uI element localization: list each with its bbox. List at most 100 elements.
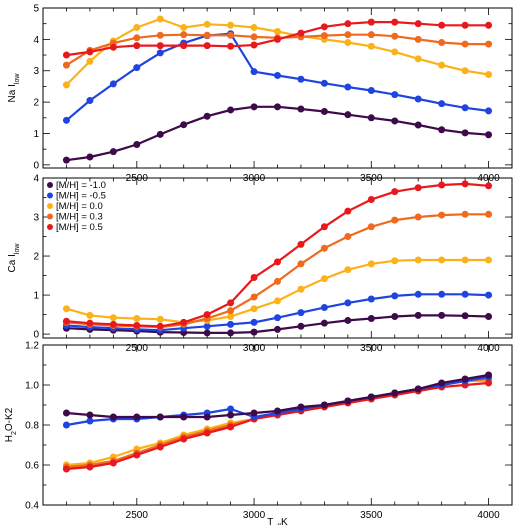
- data-point-p05: [109, 459, 117, 467]
- data-point-p05: [62, 317, 70, 325]
- y-axis-label-main: Ca I: [7, 254, 18, 272]
- data-point-p05: [438, 21, 446, 29]
- data-point-m05: [203, 322, 211, 330]
- data-point-p03: [461, 40, 469, 48]
- y-tick-label: 0.8: [25, 421, 39, 432]
- data-point-p05: [227, 42, 235, 50]
- data-point-m10: [485, 313, 493, 321]
- data-point-p00: [274, 297, 281, 305]
- data-point-m10: [203, 112, 211, 120]
- data-point-m05: [391, 91, 399, 99]
- data-point-m10: [62, 409, 70, 417]
- data-point-p03: [227, 307, 235, 315]
- data-point-p05: [156, 322, 164, 330]
- data-point-p05: [391, 188, 399, 196]
- data-point-p03: [250, 33, 258, 41]
- data-point-m10: [180, 413, 188, 421]
- data-point-m10: [203, 413, 211, 421]
- legend-label-p03: [M/H] = 0.3: [56, 212, 103, 223]
- data-point-m10: [86, 411, 94, 419]
- data-point-m10: [156, 130, 164, 138]
- data-point-p03: [133, 34, 141, 42]
- data-point-p05: [227, 299, 235, 307]
- data-point-m10: [250, 409, 258, 417]
- data-point-m10: [414, 385, 422, 393]
- data-point-p03: [414, 213, 422, 221]
- data-point-p05: [133, 322, 141, 330]
- legend-label-p05: [M/H] = 0.5: [56, 222, 103, 233]
- data-point-p00: [367, 42, 375, 50]
- data-point-p03: [391, 32, 399, 40]
- series-p00: [62, 15, 493, 89]
- data-point-p00: [203, 20, 211, 28]
- data-point-p03: [391, 216, 399, 224]
- data-point-p00: [227, 313, 235, 321]
- data-point-p05: [438, 181, 446, 189]
- data-point-p05: [274, 35, 281, 43]
- data-point-m10: [274, 325, 281, 333]
- data-point-p05: [180, 42, 188, 50]
- data-point-m05: [297, 309, 305, 317]
- data-point-p05: [485, 182, 493, 190]
- series-p05: [62, 379, 493, 473]
- data-point-p00: [391, 257, 399, 265]
- data-point-m10: [367, 314, 375, 322]
- data-point-m05: [156, 49, 164, 57]
- data-point-p00: [391, 48, 399, 56]
- data-point-p03: [320, 32, 328, 40]
- data-point-p05: [391, 18, 399, 26]
- data-point-p05: [297, 29, 305, 37]
- data-point-p03: [62, 61, 70, 69]
- y-tick-label: 1: [33, 291, 39, 302]
- data-point-p00: [485, 256, 493, 264]
- data-point-p03: [344, 233, 352, 241]
- data-point-p03: [367, 31, 375, 39]
- data-point-m10: [344, 316, 352, 324]
- data-point-p03: [227, 31, 235, 39]
- x-tick-label: 2500: [126, 510, 149, 521]
- x-axis-label-rest: K: [281, 517, 288, 525]
- data-point-m10: [297, 403, 305, 411]
- data-point-p05: [367, 195, 375, 203]
- data-point-m10: [320, 319, 328, 327]
- data-point-m10: [344, 397, 352, 405]
- data-point-p00: [297, 285, 305, 293]
- data-point-p05: [274, 258, 281, 266]
- data-point-p05: [109, 43, 117, 51]
- data-point-m05: [367, 87, 375, 95]
- data-point-p03: [344, 31, 352, 39]
- data-point-m10: [485, 131, 493, 139]
- y-tick-label: 0.6: [25, 461, 39, 472]
- data-point-m05: [274, 314, 281, 322]
- data-point-p05: [250, 274, 258, 282]
- legend-marker-p00: [47, 203, 53, 209]
- data-point-m05: [414, 95, 422, 103]
- data-point-p00: [133, 23, 141, 31]
- data-point-p00: [344, 39, 352, 47]
- data-point-p05: [86, 319, 94, 327]
- data-point-m10: [391, 313, 399, 321]
- data-point-p05: [133, 451, 141, 459]
- data-point-m10: [227, 411, 235, 419]
- data-point-p00: [180, 23, 188, 31]
- data-point-p00: [227, 21, 235, 29]
- data-point-m10: [391, 117, 399, 125]
- data-point-m05: [297, 75, 305, 83]
- data-point-p05: [133, 42, 141, 50]
- series-line-m10: [66, 105, 489, 162]
- data-point-m10: [367, 393, 375, 401]
- y-tick-label: 0.4: [25, 501, 39, 512]
- data-point-m10: [86, 153, 94, 161]
- y-tick-label: 1.2: [25, 341, 39, 352]
- series-p05: [62, 18, 493, 59]
- x-tick-label: 4000: [477, 510, 500, 521]
- data-point-p05: [485, 21, 493, 29]
- data-point-m05: [391, 292, 399, 300]
- data-point-p05: [62, 51, 70, 59]
- data-point-m10: [461, 375, 469, 383]
- data-point-m05: [438, 100, 446, 108]
- data-point-p05: [250, 41, 258, 49]
- data-point-p00: [274, 28, 281, 36]
